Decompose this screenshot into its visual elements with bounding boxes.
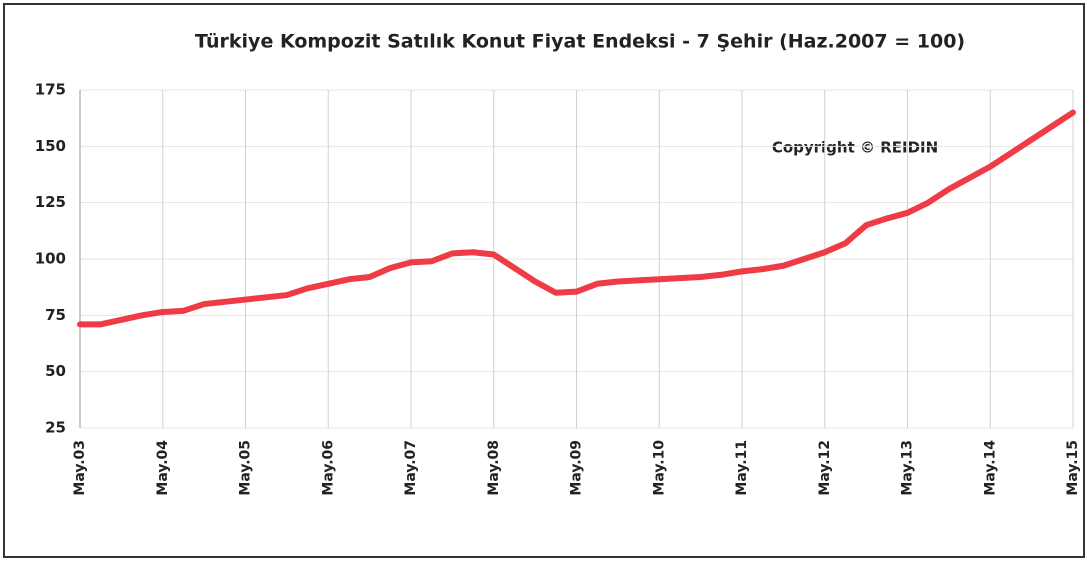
line-series (77, 109, 1076, 328)
x-tick-label: May.09 (569, 440, 585, 496)
frame (3, 3, 1085, 558)
x-tick-label: May.14 (982, 440, 998, 496)
y-tick-label: 75 (45, 306, 66, 324)
x-tick-label: May.04 (155, 440, 171, 496)
x-tick-label: May.05 (238, 440, 254, 496)
y-tick-label: 125 (35, 193, 66, 211)
x-tick-label: May.11 (734, 440, 750, 496)
x-tick-label: May.08 (486, 440, 502, 496)
x-tick-label: May.10 (651, 440, 667, 496)
y-tick-label: 50 (45, 362, 66, 380)
y-tick-label: 175 (35, 81, 66, 99)
y-tick-label: 100 (35, 250, 66, 268)
chart-title: Türkiye Kompozit Satılık Konut Fiyat End… (195, 31, 965, 53)
x-tick-label: May.13 (900, 440, 916, 496)
x-tick-label: May.03 (72, 440, 88, 496)
annotation: Copyright © REIDIN (772, 139, 938, 157)
x-tick-label: May.07 (403, 440, 419, 496)
x-tick-label: May.06 (320, 440, 336, 496)
y-tick-label: 150 (35, 137, 66, 155)
x-tick-label: May.15 (1065, 440, 1081, 496)
y-tick-label: 25 (45, 419, 66, 437)
x-tick-label: May.12 (817, 440, 833, 496)
